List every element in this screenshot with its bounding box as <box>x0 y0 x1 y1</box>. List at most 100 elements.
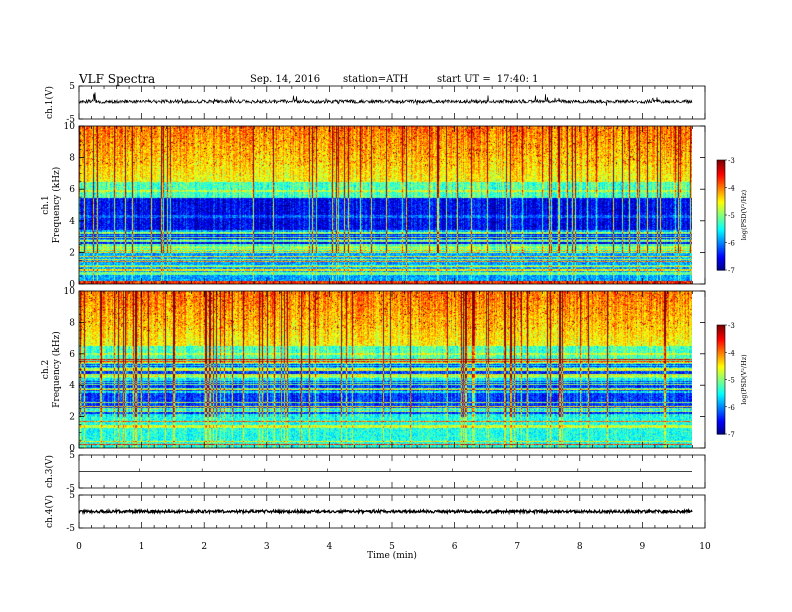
ch1-spectrogram-colorbar-segment <box>717 171 725 174</box>
ch2-spectrogram-colorbar-segment <box>717 357 725 361</box>
ch2-spectrogram-colorbar-segment <box>717 366 725 370</box>
ch2-spectrogram-colorbar-segment <box>717 423 725 426</box>
ch2-spectrogram-ytick-label: 2 <box>69 413 75 423</box>
ch1-spectrogram-colorbar-segment <box>717 198 725 201</box>
ch1-spectrogram-colorbar-segment <box>717 194 725 198</box>
ch2-spectrogram-colorbar-segment <box>717 359 725 362</box>
ch2-spectrogram-colorbar-segment <box>717 354 725 357</box>
ch1-spectrogram-channel-label: ch.1 <box>41 195 51 214</box>
ch2-spectrogram-colorbar-segment <box>717 384 725 388</box>
ch2-spectrogram-colorbar-segment <box>717 339 725 342</box>
x-tick-label: 7 <box>514 542 520 552</box>
ch2-spectrogram-colorbar-segment <box>717 341 725 344</box>
ch2-spectrogram-colorbar-tick-label: -3 <box>728 322 735 330</box>
ch1-spectrogram-colorbar-segment <box>717 193 725 196</box>
ch2-spectrogram-colorbar-segment <box>717 355 725 359</box>
x-axis-label: Time (min) <box>367 550 417 561</box>
ch2-spectrogram-colorbar-segment <box>717 390 725 393</box>
ch1-spectrogram-colorbar-segment <box>717 207 725 211</box>
ch4-waveform-ytick-label: -5 <box>66 524 75 534</box>
ch3-waveform-ylabel: ch.3(V) <box>44 455 55 488</box>
ch2-spectrogram-colorbar-tick-label: -5 <box>728 377 735 385</box>
ch2-spectrogram-colorbar-segment <box>717 361 725 364</box>
ch3-waveform-ytick-label: -5 <box>66 484 75 494</box>
ch2-spectrogram-colorbar-segment <box>717 432 725 435</box>
ch1-spectrogram-colorbar-segment <box>717 163 725 167</box>
ch1-spectrogram-colorbar-segment <box>717 215 725 218</box>
ch2-spectrogram-colorbar-segment <box>717 330 725 333</box>
ch1-spectrogram-colorbar-segment <box>717 235 725 238</box>
ch2-spectrogram-colorbar-segment <box>717 419 725 422</box>
ch2-spectrogram-colorbar-segment <box>717 350 725 353</box>
ch1-spectrogram-colorbar-segment <box>717 244 725 247</box>
ch1-spectrogram-colorbar-segment <box>717 222 725 225</box>
ch4-waveform-ytick-label: 5 <box>69 491 75 501</box>
ch1-spectrogram-colorbar-segment <box>717 257 725 260</box>
ch2-spectrogram-ylabel: Frequency (kHz) <box>51 331 62 408</box>
ch1-spectrogram-colorbar-segment <box>717 160 725 163</box>
ch1-spectrogram-colorbar-tick-label: -3 <box>728 157 735 165</box>
ch1-spectrogram-colorbar-segment <box>717 183 725 187</box>
ch1-spectrogram-ytick-label: 6 <box>69 185 75 195</box>
ch2-spectrogram-colorbar-segment <box>717 348 725 352</box>
ch3-waveform-ytick-label: 5 <box>69 451 75 461</box>
ch2-spectrogram-colorbar-segment <box>717 334 725 337</box>
ch1-spectrogram-colorbar-segment <box>717 259 725 262</box>
x-tick-label: 5 <box>389 542 395 552</box>
ch2-spectrogram-colorbar-segment <box>717 386 725 390</box>
ch1-spectrogram-colorbar-segment <box>717 227 725 231</box>
start-ut-prefix: start UT = <box>437 74 491 85</box>
ch1-spectrogram-ytick-label: 4 <box>69 217 75 227</box>
ch1-spectrogram-colorbar-segment <box>717 185 725 189</box>
ch1-spectrogram-colorbar-segment <box>717 204 725 207</box>
ch1-spectrogram-ytick-label: 2 <box>69 248 75 258</box>
ch1-spectrogram-colorbar-segment <box>717 211 725 214</box>
ch2-spectrogram-colorbar-segment <box>717 374 725 377</box>
ch1-spectrogram-colorbar-segment <box>717 187 725 190</box>
ch2-spectrogram-colorbar-tick-label: -6 <box>728 404 735 412</box>
ch1-waveform-ytick-label: 5 <box>69 82 75 92</box>
ch2-spectrogram-channel-label: ch.2 <box>41 360 51 379</box>
ch2-spectrogram-colorbar-segment <box>717 379 725 382</box>
ch2-spectrogram-colorbar-segment <box>717 395 725 399</box>
ch2-spectrogram-colorbar-label: log(PSD(V²/Hz) <box>740 354 748 405</box>
ch2-spectrogram-colorbar-segment <box>717 424 725 428</box>
ch2-spectrogram-colorbar-segment <box>717 370 725 373</box>
ch1-spectrogram-colorbar-tick-label: -4 <box>728 185 735 193</box>
ch2-spectrogram-colorbar-segment <box>717 430 725 433</box>
ch1-spectrogram-colorbar-segment <box>717 200 725 203</box>
ch1-spectrogram-colorbar-segment <box>717 249 725 253</box>
ch2-spectrogram-ytick-label: 0 <box>69 444 75 454</box>
ch1-spectrogram-colorbar-label: log(PSD(V²/Hz) <box>740 189 748 240</box>
ch2-spectrogram-colorbar-segment <box>717 410 725 413</box>
ch1-spectrogram-colorbar-segment <box>717 205 725 209</box>
ch1-spectrogram-colorbar-segment <box>717 218 725 222</box>
ch2-spectrogram-ytick-label: 4 <box>69 381 75 391</box>
ch1-spectrogram-colorbar-tick-label: -7 <box>728 267 735 275</box>
ch1-spectrogram-colorbar-segment <box>717 248 725 251</box>
ch2-spectrogram-colorbar-segment <box>717 325 725 328</box>
ch2-spectrogram-colorbar-segment <box>717 404 725 408</box>
ch2-spectrogram-colorbar-segment <box>717 392 725 395</box>
ch2-spectrogram-image <box>79 291 692 448</box>
ch1-spectrogram-colorbar-segment <box>717 182 725 185</box>
ch1-spectrogram-colorbar-segment <box>717 268 725 271</box>
start-ut-value: 17:40: 1 <box>496 74 539 85</box>
start-time-label: start UT = 17:40: 1 <box>437 74 544 85</box>
ch2-spectrogram-colorbar-segment <box>717 415 725 419</box>
ch2-spectrogram-colorbar-segment <box>717 375 725 379</box>
x-tick-label: 4 <box>327 542 333 552</box>
ch2-spectrogram-colorbar-segment <box>717 344 725 348</box>
ch1-spectrogram-colorbar-segment <box>717 238 725 242</box>
date-label: Sep. 14, 2016 <box>250 74 321 85</box>
ch1-spectrogram-colorbar-segment <box>717 169 725 172</box>
ch2-spectrogram-colorbar-segment <box>717 399 725 402</box>
ch2-spectrogram-colorbar-segment <box>717 343 725 346</box>
figure-title: VLF Spectra <box>79 72 156 86</box>
ch2-spectrogram-colorbar-segment <box>717 381 725 384</box>
ch1-spectrogram-colorbar-segment <box>717 237 725 240</box>
ch1-spectrogram-colorbar-segment <box>717 262 725 266</box>
ch1-spectrogram-colorbar-segment <box>717 260 725 264</box>
ch2-spectrogram-colorbar-segment <box>717 326 725 330</box>
